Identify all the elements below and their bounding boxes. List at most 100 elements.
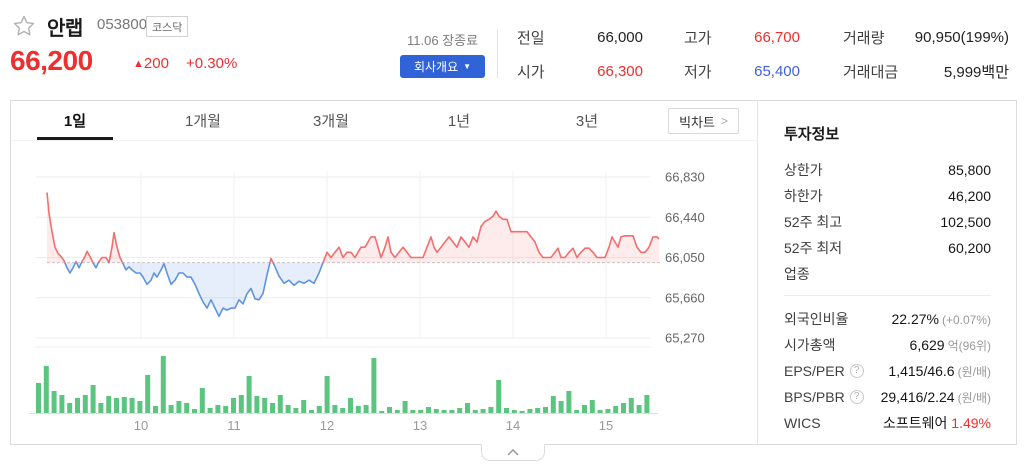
help-icon[interactable]: ?: [849, 364, 864, 378]
tab-1month[interactable]: 1개월: [139, 101, 267, 140]
chart-pane: 1일 1개월 3개월 1년 3년 빅차트 > 66,830 66,440 66,05…: [11, 101, 757, 444]
chevron-right-icon: >: [720, 114, 728, 128]
tab-3year-label: 3년: [575, 113, 599, 130]
eps-per-sub: (원/배): [957, 364, 991, 379]
quote-row-prev: 전일 66,000: [517, 26, 643, 48]
row-52w-low: 52주 최저 60,200: [784, 235, 991, 261]
sidebar-divider: [784, 295, 991, 296]
market-cap-value: 6,629 억(96위): [910, 337, 991, 354]
bps-pbr-label-text: BPS/PBR: [784, 389, 845, 405]
row-market-cap: 시가총액 6,629 억(96위): [784, 332, 991, 358]
svg-text:10: 10: [134, 418, 148, 433]
foreign-ratio-main: 22.27%: [891, 311, 939, 327]
quote-col-prev-open: 전일 66,000 시가 66,300: [517, 26, 643, 82]
row-limit-up: 상한가 85,800: [784, 157, 991, 183]
wics-label: WICS: [784, 415, 821, 431]
svg-text:12: 12: [320, 418, 334, 433]
low-value: 65,400: [754, 62, 800, 80]
row-limit-down: 하한가 46,200: [784, 183, 991, 209]
volume-label: 거래량: [843, 29, 885, 47]
high-value: 66,700: [754, 28, 800, 46]
change-percent: +0.30%: [186, 55, 238, 72]
sector-label: 업종: [784, 266, 810, 282]
52w-high-label: 52주 최고: [784, 214, 843, 230]
open-label: 시가: [517, 63, 545, 81]
limit-down-label: 하한가: [784, 188, 823, 204]
open-value: 66,300: [597, 62, 643, 80]
company-overview-button[interactable]: 회사개요 ▼: [400, 55, 485, 78]
high-label: 고가: [684, 29, 712, 47]
header-divider: [497, 29, 498, 78]
change-value: 200: [143, 55, 169, 72]
investor-info-sidebar: 투자정보 상한가 85,800 하한가 46,200 52주 최고 102,50…: [757, 101, 1016, 444]
quote-row-amount: 거래대금 5,999백만: [843, 60, 1009, 82]
price-change: ▲200: [133, 55, 169, 72]
bps-pbr-sub: (원/배): [957, 390, 991, 405]
market-date-status: 11.06 장종료: [407, 33, 479, 48]
svg-text:11: 11: [227, 418, 241, 433]
svg-text:65,660: 65,660: [665, 290, 705, 305]
quote-row-volume: 거래량 90,950(199%): [843, 26, 1009, 48]
quote-col-volume: 거래량 90,950(199%) 거래대금 5,999백만: [843, 26, 1009, 82]
quote-col-high-low: 고가 66,700 저가 65,400: [684, 26, 800, 82]
price-volume-chart: 66,830 66,440 66,050 65,660 65,270 10 11 12 13 14…: [29, 170, 705, 433]
wics-sector-link[interactable]: 소프트웨어: [883, 415, 948, 431]
low-label: 저가: [684, 63, 712, 81]
52w-low-value: 60,200: [948, 240, 991, 256]
tab-3year[interactable]: 3년: [523, 101, 651, 140]
row-eps-per: EPS/PER? 1,415/46.6 (원/배): [784, 358, 991, 384]
big-chart-button[interactable]: 빅차트 >: [668, 108, 739, 134]
prev-close-label: 전일: [517, 29, 545, 47]
help-icon[interactable]: ?: [849, 390, 864, 404]
foreign-ratio-sub: (+0.07%): [941, 313, 991, 327]
quote-row-open: 시가 66,300: [517, 60, 643, 82]
collapse-panel-button[interactable]: [481, 444, 545, 461]
eps-per-label-text: EPS/PER: [784, 363, 845, 379]
bps-pbr-value: 29,416/2.24 (원/배): [881, 389, 991, 406]
limit-down-value: 46,200: [948, 188, 991, 204]
wics-percent: 1.49%: [951, 415, 991, 431]
amount-value: 5,999백만: [943, 63, 1009, 81]
row-52w-high: 52주 최고 102,500: [784, 209, 991, 235]
current-price: 66,200: [10, 45, 93, 76]
tab-3month[interactable]: 3개월: [267, 101, 395, 140]
stock-chart-panel: 1일 1개월 3개월 1년 3년 빅차트 > 66,830 66,440 66,05…: [10, 100, 1017, 445]
tab-1day-label: 1일: [63, 113, 87, 130]
up-arrow-icon: ▲: [133, 58, 144, 70]
foreign-ratio-value: 22.27% (+0.07%): [891, 311, 991, 327]
market-cap-label: 시가총액: [784, 337, 836, 353]
52w-high-value: 102,500: [940, 214, 991, 230]
svg-text:13: 13: [413, 418, 427, 433]
tab-1month-label: 1개월: [185, 113, 221, 130]
tab-1day[interactable]: 1일: [11, 101, 139, 140]
svg-text:14: 14: [506, 418, 520, 433]
chevron-down-icon: ▼: [463, 62, 472, 71]
period-tabbar: 1일 1개월 3개월 1년 3년 빅차트 >: [11, 101, 757, 141]
chevron-up-icon: [507, 449, 519, 456]
svg-text:66,050: 66,050: [665, 250, 705, 265]
52w-low-label: 52주 최저: [784, 240, 843, 256]
svg-text:65,270: 65,270: [665, 331, 705, 346]
market-cap-sub: 억(96위): [947, 338, 991, 353]
svg-text:66,830: 66,830: [665, 170, 705, 185]
row-foreign-ratio: 외국인비율 22.27% (+0.07%): [784, 306, 991, 332]
tab-1year-label: 1년: [447, 113, 471, 130]
limit-up-value: 85,800: [948, 162, 991, 178]
volume-value: 90,950(199%): [914, 28, 1009, 46]
favorite-star-icon[interactable]: [13, 15, 35, 36]
row-bps-pbr: BPS/PBR? 29,416/2.24 (원/배): [784, 384, 991, 410]
market-badge: 코스닥: [146, 16, 189, 37]
stock-code: 053800: [97, 16, 148, 33]
tab-3month-label: 3개월: [313, 113, 349, 130]
eps-per-label: EPS/PER?: [784, 363, 864, 379]
row-sector: 업종: [784, 261, 991, 287]
sidebar-title: 투자정보: [784, 126, 840, 143]
stock-name: 안랩: [47, 18, 83, 40]
limit-up-label: 상한가: [784, 162, 823, 178]
row-wics: WICS 소프트웨어 1.49%: [784, 410, 991, 436]
tab-1year[interactable]: 1년: [395, 101, 523, 140]
foreign-ratio-label: 외국인비율: [784, 311, 849, 327]
bps-pbr-main: 29,416/2.24: [880, 388, 955, 405]
eps-per-main: 1,415/46.6: [888, 362, 955, 379]
prev-close-value: 66,000: [597, 28, 643, 46]
